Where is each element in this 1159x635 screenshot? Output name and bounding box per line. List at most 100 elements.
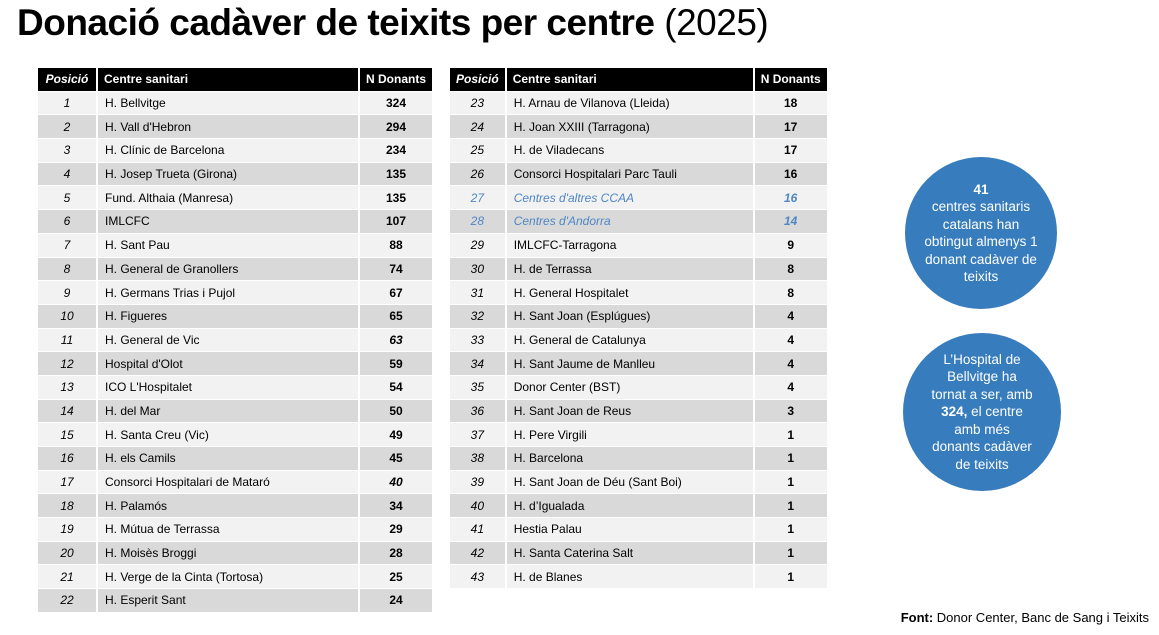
centre-name-cell: H. General Hospitalet — [506, 281, 753, 304]
centre-name-cell: H. Joan XXIII (Tarragona) — [506, 115, 753, 139]
position-cell: 10 — [38, 304, 96, 328]
centre-name-cell: Hestia Palau — [506, 518, 753, 541]
position-cell: 36 — [450, 399, 505, 423]
donors-value-cell: 59 — [360, 352, 432, 375]
position-cell: 15 — [38, 423, 96, 446]
callout-text: 41 centres sanitaris catalans han obtingu… — [924, 181, 1038, 286]
centre-name-cell: H. Figueres — [98, 304, 358, 328]
donors-value-cell: 294 — [360, 115, 432, 139]
centre-name-cell: Centres d'Andorra — [506, 210, 753, 233]
donors-value-cell: 1 — [754, 541, 827, 565]
centre-name-cell: H. Moisès Broggi — [98, 541, 358, 565]
table-row: 7 H. Sant Pau 88 — [38, 233, 432, 257]
donors-value-cell: 1 — [754, 423, 827, 446]
centre-name-cell: H. del Mar — [98, 399, 358, 423]
position-cell: 37 — [450, 423, 505, 446]
position-cell: 21 — [38, 565, 96, 589]
donors-value-cell: 4 — [754, 328, 827, 352]
position-cell: 9 — [38, 281, 96, 304]
position-cell: 16 — [38, 447, 96, 470]
donors-value-cell: 65 — [360, 304, 432, 328]
donors-value-cell: 50 — [360, 399, 432, 423]
donors-value-cell: 107 — [360, 210, 432, 233]
table-row: 37 H. Pere Virgili 1 — [450, 423, 827, 446]
centre-name-cell: H. Esperit Sant — [98, 589, 358, 612]
callout-highlight-number: 41 — [973, 181, 989, 197]
centre-name-cell: H. Barcelona — [506, 447, 753, 470]
table-row: 30 H. de Terrassa 8 — [450, 257, 827, 281]
column-header-donants: N Donants — [360, 68, 432, 91]
table-row: 9 H. Germans Trias i Pujol 67 — [38, 281, 432, 304]
table-row: 15 H. Santa Creu (Vic) 49 — [38, 423, 432, 446]
centre-name-cell: H. Sant Joan de Reus — [506, 399, 753, 423]
donors-value-cell: 3 — [754, 399, 827, 423]
table-row: 1 H. Bellvitge 324 — [38, 91, 432, 115]
centre-name-cell: H. Santa Creu (Vic) — [98, 423, 358, 446]
donors-value-cell: 1 — [754, 518, 827, 541]
centre-name-cell: H. de Viladecans — [506, 139, 753, 162]
centre-name-cell: H. Santa Caterina Salt — [506, 541, 753, 565]
position-cell: 1 — [38, 91, 96, 115]
position-cell: 8 — [38, 257, 96, 281]
callout-circle-total-centres: 41 centres sanitaris catalans han obtingu… — [905, 157, 1057, 309]
position-cell: 31 — [450, 281, 505, 304]
position-cell: 27 — [450, 186, 505, 210]
donors-value-cell: 34 — [360, 494, 432, 518]
table-row: 21 H. Verge de la Cinta (Tortosa) 25 — [38, 565, 432, 589]
donors-value-cell: 135 — [360, 186, 432, 210]
position-cell: 42 — [450, 541, 505, 565]
table-row: 2 H. Vall d'Hebron 294 — [38, 115, 432, 139]
centre-name-cell: H. de Terrassa — [506, 257, 753, 281]
donors-value-cell: 135 — [360, 162, 432, 186]
donors-value-cell: 24 — [360, 589, 432, 612]
position-cell: 20 — [38, 541, 96, 565]
centre-name-cell: H. Bellvitge — [98, 91, 358, 115]
donors-value-cell: 9 — [754, 233, 827, 257]
donors-value-cell: 1 — [754, 565, 827, 589]
position-cell: 11 — [38, 328, 96, 352]
ranking-table-1: Posició Centre sanitari N Donants 1 H. Be… — [36, 67, 434, 613]
table-row: 5 Fund. Althaia (Manresa) 135 — [38, 186, 432, 210]
donors-value-cell: 14 — [754, 210, 827, 233]
position-cell: 38 — [450, 447, 505, 470]
column-header-donants: N Donants — [754, 68, 827, 91]
position-cell: 25 — [450, 139, 505, 162]
donors-value-cell: 1 — [754, 470, 827, 494]
position-cell: 33 — [450, 328, 505, 352]
position-cell: 17 — [38, 470, 96, 494]
position-cell: 12 — [38, 352, 96, 375]
table-row: 32 H. Sant Joan (Esplúgues) 4 — [450, 304, 827, 328]
position-cell: 13 — [38, 375, 96, 399]
position-cell: 43 — [450, 565, 505, 589]
table-row: 16 H. els Camils 45 — [38, 447, 432, 470]
donors-value-cell: 88 — [360, 233, 432, 257]
page-title-main: Donació cadàver de teixits per centre — [17, 2, 655, 43]
callout-circle-top-centre: L’Hospital de Bellvitge ha tornat a ser,… — [903, 333, 1061, 491]
centre-name-cell: H. General de Catalunya — [506, 328, 753, 352]
donors-value-cell: 16 — [754, 186, 827, 210]
donors-value-cell: 17 — [754, 115, 827, 139]
position-cell: 29 — [450, 233, 505, 257]
donors-value-cell: 324 — [360, 91, 432, 115]
page-title: Donació cadàver de teixits per centre (2… — [17, 2, 769, 44]
table-header-row: Posició Centre sanitari N Donants — [450, 68, 827, 91]
callout-body-pre: L’Hospital de Bellvitge ha tornat a ser,… — [931, 351, 1033, 402]
table-row: 6 IMLCFC 107 — [38, 210, 432, 233]
position-cell: 5 — [38, 186, 96, 210]
table-row: 28 Centres d'Andorra 14 — [450, 210, 827, 233]
position-cell: 24 — [450, 115, 505, 139]
table-header-row: Posició Centre sanitari N Donants — [38, 68, 432, 91]
position-cell: 32 — [450, 304, 505, 328]
centre-name-cell: H. els Camils — [98, 447, 358, 470]
table-row: 13 ICO L'Hospitalet 54 — [38, 375, 432, 399]
table-row: 29 IMLCFC-Tarragona 9 — [450, 233, 827, 257]
column-header-posicio: Posició — [450, 68, 505, 91]
callout-highlight-number: 324, — [941, 404, 968, 420]
table-row: 26 Consorci Hospitalari Parc Tauli 16 — [450, 162, 827, 186]
donors-value-cell: 67 — [360, 281, 432, 304]
centre-name-cell: H. Sant Pau — [98, 233, 358, 257]
donors-value-cell: 18 — [754, 91, 827, 115]
centre-name-cell: IMLCFC-Tarragona — [506, 233, 753, 257]
centre-name-cell: Consorci Hospitalari de Mataró — [98, 470, 358, 494]
